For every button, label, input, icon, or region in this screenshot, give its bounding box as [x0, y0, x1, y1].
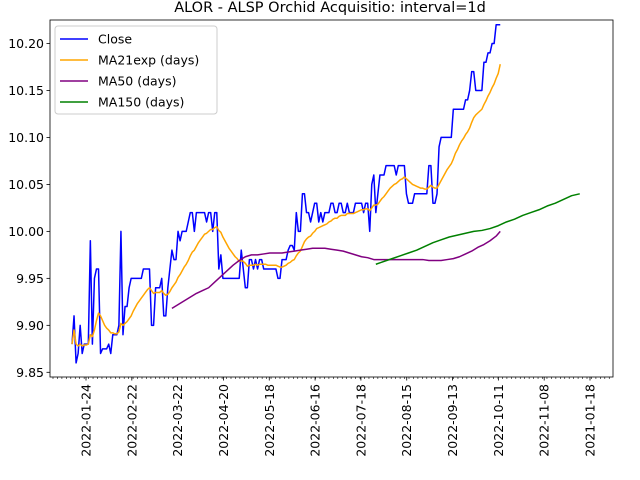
series-line-2: [171, 230, 501, 310]
y-tick-label: 10.00: [8, 224, 44, 239]
legend-label: MA21exp (days): [98, 53, 199, 68]
x-tick-label: 2022-05-18: [262, 384, 277, 457]
chart-title: ALOR - ALSP Orchid Acquisitio: interval=…: [174, 0, 486, 16]
x-tick-label: 2022-04-20: [216, 384, 231, 457]
x-tick-label: 2022-10-11: [491, 384, 506, 457]
series-line-3: [375, 193, 580, 265]
y-tick-label: 10.20: [8, 36, 44, 51]
series-line-0: [71, 23, 501, 364]
x-tick-label: 2022-08-15: [399, 384, 414, 457]
x-tick-label: 2022-02-22: [124, 384, 139, 457]
y-tick-label: 9.90: [16, 318, 44, 333]
legend-box: [54, 25, 218, 115]
y-tick-label: 9.95: [16, 271, 44, 286]
x-axis: 2022-01-24 2022-02-22 2022-03-22 2022-04-20…: [52, 377, 610, 457]
series-line-1: [71, 64, 501, 347]
legend-label: Close: [98, 32, 132, 47]
x-tick-label: 2022-11-08: [537, 384, 552, 457]
x-tick-label: 2022-03-22: [170, 384, 185, 457]
y-tick-label: 10.15: [8, 83, 44, 98]
legend: Close MA21exp (days) MA50 (days) MA150 (day…: [54, 25, 218, 115]
y-tick-label: 10.10: [8, 130, 44, 145]
plot-frame: [49, 19, 614, 378]
x-tick-label: 2022-06-16: [308, 384, 323, 457]
x-tick-label: 2022-01-24: [79, 384, 94, 457]
x-tick-label: 2022-07-18: [353, 384, 368, 457]
y-tick-label: 9.85: [16, 365, 44, 380]
legend-label: MA150 (days): [98, 95, 184, 110]
y-tick-label: 10.05: [8, 177, 44, 192]
x-tick-label: 2021-01-18: [583, 384, 598, 457]
y-axis: 9.85 9.90 9.95 10.00 10.05 10.10 10.15 10.20: [8, 36, 50, 380]
series-layer: [71, 23, 580, 364]
legend-label: MA50 (days): [98, 74, 176, 89]
x-tick-label: 2022-09-13: [445, 384, 460, 457]
